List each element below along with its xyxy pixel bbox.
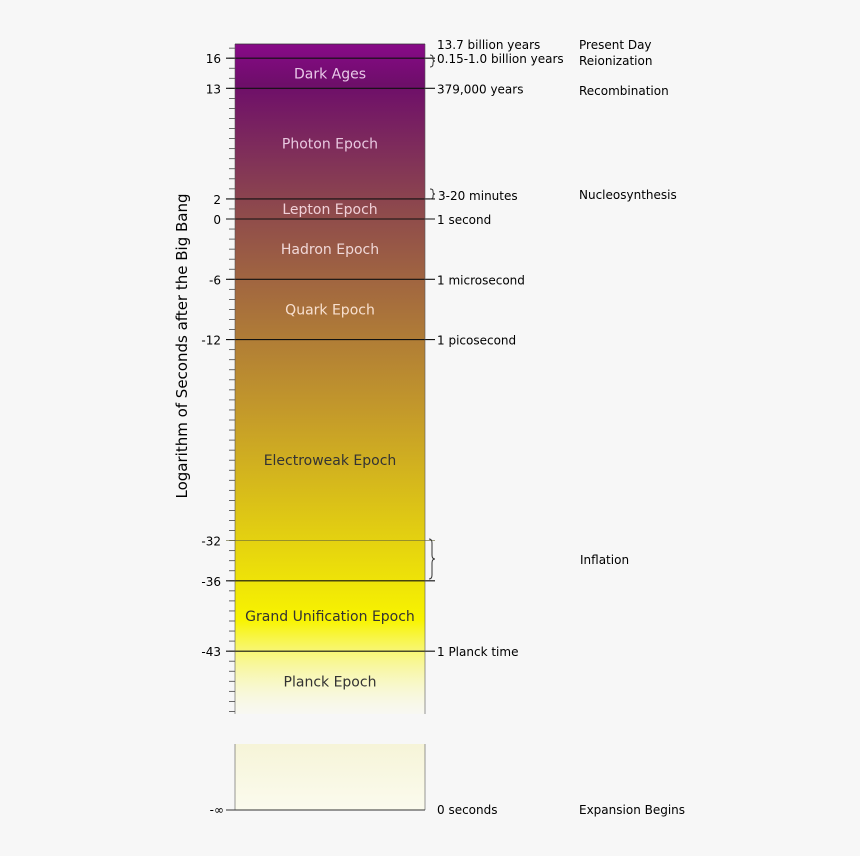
axis-tick-label: -6 [209, 273, 221, 287]
axis-tick-label: -12 [201, 334, 221, 348]
axis-tick-label: 0 [213, 213, 221, 227]
tick-labels: 16 13 2 0 -6 -12 -32 -36 -43 [201, 52, 221, 659]
event-present-day: Present Day [579, 38, 652, 52]
boundary-time-label: 1 Planck time [437, 645, 518, 659]
boundary-time-label: 1 second [437, 213, 491, 227]
boundary-time-label: 1 microsecond [437, 273, 525, 287]
nucleosynthesis-brace [429, 188, 436, 200]
epoch-label-electroweak: Electroweak Epoch [264, 453, 397, 469]
nucleosynthesis-time-label: 3-20 minutes [438, 189, 518, 203]
event-expansion-begins: Expansion Begins [579, 803, 685, 817]
epoch-label-quark: Quark Epoch [285, 302, 375, 318]
present-time-label: 13.7 billion years [437, 38, 540, 52]
timeline-column-bottom [235, 744, 425, 810]
reionization-brace [429, 54, 436, 68]
axis-tick-label: -36 [201, 575, 221, 589]
epoch-label-photon: Photon Epoch [282, 137, 378, 153]
minor-ticks [229, 47, 235, 712]
epoch-labels: Dark Ages Photon Epoch Lepton Epoch Hadron … [245, 66, 415, 690]
bottom-axis-label: -∞ [210, 803, 224, 817]
epoch-label-lepton: Lepton Epoch [282, 202, 377, 218]
axis-tick-label: -32 [201, 535, 221, 549]
epoch-label-planck: Planck Epoch [284, 674, 377, 690]
event-recombination: Recombination [579, 84, 669, 98]
inflation-brace [428, 538, 436, 580]
axis-tick-label: 13 [206, 82, 221, 96]
boundary-time-label: 0.15-1.0 billion years [437, 52, 564, 66]
zero-time-label: 0 seconds [437, 803, 498, 817]
event-nucleosynthesis: Nucleosynthesis [579, 188, 677, 202]
axis-title: Logarithm of Seconds after the Big Bang [173, 194, 191, 499]
axis-tick-label: 16 [206, 52, 221, 66]
epoch-label-dark-ages: Dark Ages [294, 66, 366, 82]
axis-tick-label: -43 [201, 645, 221, 659]
event-inflation: Inflation [580, 553, 629, 567]
timeline-column [235, 44, 425, 714]
time-labels: 0.15-1.0 billion years 379,000 years 1 sec… [437, 52, 564, 659]
boundary-time-label: 1 picosecond [437, 334, 516, 348]
axis-tick-label: 2 [213, 193, 221, 207]
epoch-label-grand-unification: Grand Unification Epoch [245, 609, 415, 625]
event-reionization: Reionization [579, 54, 652, 68]
boundary-time-label: 379,000 years [437, 82, 523, 96]
boundary-lines [226, 57, 435, 652]
epoch-label-hadron: Hadron Epoch [281, 242, 379, 258]
